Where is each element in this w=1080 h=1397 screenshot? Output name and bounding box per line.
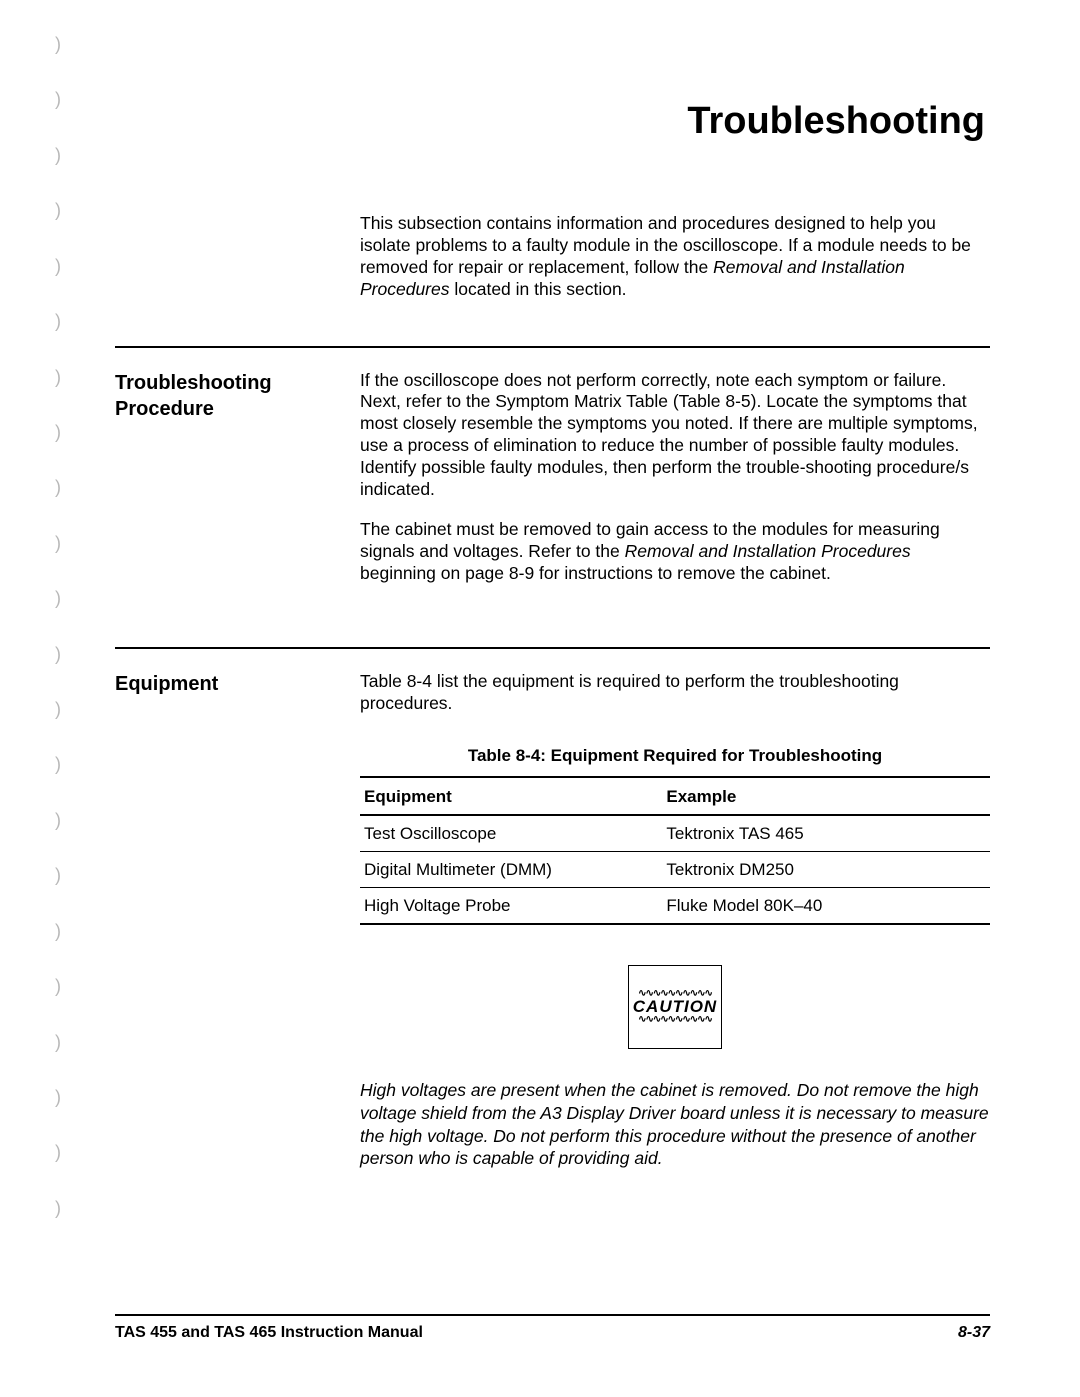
hole-mark: ) bbox=[55, 1199, 75, 1217]
hole-mark: ) bbox=[55, 146, 75, 164]
page-footer: TAS 455 and TAS 465 Instruction Manual 8… bbox=[115, 1314, 990, 1342]
italic-run: Removal and Installation Procedures bbox=[625, 541, 911, 561]
hole-mark: ) bbox=[55, 645, 75, 663]
equipment-table: Equipment Example Test Oscilloscope Tekt… bbox=[360, 776, 990, 925]
intro-text-2: located in this section. bbox=[450, 279, 627, 299]
footer-manual-title: TAS 455 and TAS 465 Instruction Manual bbox=[115, 1324, 423, 1342]
wavy-border-icon: ∿∿∿∿∿∿∿∿∿∿ bbox=[633, 992, 717, 996]
table-row: Digital Multimeter (DMM) Tektronix DM250 bbox=[360, 851, 990, 887]
hole-mark: ) bbox=[55, 35, 75, 53]
table-cell: Test Oscilloscope bbox=[360, 815, 662, 852]
table-header: Example bbox=[662, 777, 990, 814]
paragraph: If the oscilloscope does not perform cor… bbox=[360, 370, 990, 501]
hole-mark: ) bbox=[55, 1143, 75, 1161]
hole-mark: ) bbox=[55, 811, 75, 829]
binding-hole-marks: ) ) ) ) ) ) ) ) ) ) ) ) ) ) ) ) ) ) ) ) … bbox=[55, 35, 75, 1217]
hole-mark: ) bbox=[55, 922, 75, 940]
hole-mark: ) bbox=[55, 368, 75, 386]
intro-paragraph: This subsection contains information and… bbox=[360, 213, 990, 301]
table-cell: High Voltage Probe bbox=[360, 888, 662, 925]
table-header: Equipment bbox=[360, 777, 662, 814]
paragraph: The cabinet must be removed to gain acce… bbox=[360, 519, 990, 585]
caution-label: ∿∿∿∿∿∿∿∿∿∿ CAUTION ∿∿∿∿∿∿∿∿∿∿ bbox=[633, 971, 717, 1042]
hole-mark: ) bbox=[55, 201, 75, 219]
section-body: If the oscilloscope does not perform cor… bbox=[360, 370, 990, 603]
hole-mark: ) bbox=[55, 755, 75, 773]
hole-mark: ) bbox=[55, 866, 75, 884]
table-cell: Digital Multimeter (DMM) bbox=[360, 851, 662, 887]
caution-box-wrap: ∿∿∿∿∿∿∿∿∿∿ CAUTION ∿∿∿∿∿∿∿∿∿∿ bbox=[360, 965, 990, 1049]
footer-page-number: 8-37 bbox=[958, 1324, 990, 1342]
hole-mark: ) bbox=[55, 423, 75, 441]
caution-box: ∿∿∿∿∿∿∿∿∿∿ CAUTION ∿∿∿∿∿∿∿∿∿∿ bbox=[628, 965, 722, 1049]
section-heading: Equipment bbox=[115, 671, 360, 1188]
hole-mark: ) bbox=[55, 478, 75, 496]
caution-paragraph: High voltages are present when the cabin… bbox=[360, 1079, 990, 1170]
hole-mark: ) bbox=[55, 589, 75, 607]
table-header-row: Equipment Example bbox=[360, 777, 990, 814]
document-page: ) ) ) ) ) ) ) ) ) ) ) ) ) ) ) ) ) ) ) ) … bbox=[0, 0, 1080, 1397]
table-caption: Table 8-4: Equipment Required for Troubl… bbox=[360, 745, 990, 766]
caution-label-text: CAUTION bbox=[633, 997, 717, 1016]
section-equipment: Equipment Table 8-4 list the equipment i… bbox=[115, 647, 990, 1188]
table-cell: Fluke Model 80K–40 bbox=[662, 888, 990, 925]
hole-mark: ) bbox=[55, 977, 75, 995]
hole-mark: ) bbox=[55, 312, 75, 330]
hole-mark: ) bbox=[55, 700, 75, 718]
text-run: beginning on page 8-9 for instructions t… bbox=[360, 563, 831, 583]
section-body: Table 8-4 list the equipment is required… bbox=[360, 671, 990, 1188]
table-row: High Voltage Probe Fluke Model 80K–40 bbox=[360, 888, 990, 925]
page-title: Troubleshooting bbox=[115, 100, 990, 143]
table-cell: Tektronix DM250 bbox=[662, 851, 990, 887]
wavy-border-icon: ∿∿∿∿∿∿∿∿∿∿ bbox=[633, 1018, 717, 1022]
table-cell: Tektronix TAS 465 bbox=[662, 815, 990, 852]
hole-mark: ) bbox=[55, 90, 75, 108]
hole-mark: ) bbox=[55, 257, 75, 275]
hole-mark: ) bbox=[55, 534, 75, 552]
hole-mark: ) bbox=[55, 1033, 75, 1051]
hole-mark: ) bbox=[55, 1088, 75, 1106]
paragraph: Table 8-4 list the equipment is required… bbox=[360, 671, 990, 715]
section-heading: Troubleshooting Procedure bbox=[115, 370, 360, 603]
table-row: Test Oscilloscope Tektronix TAS 465 bbox=[360, 815, 990, 852]
section-troubleshooting-procedure: Troubleshooting Procedure If the oscillo… bbox=[115, 346, 990, 603]
